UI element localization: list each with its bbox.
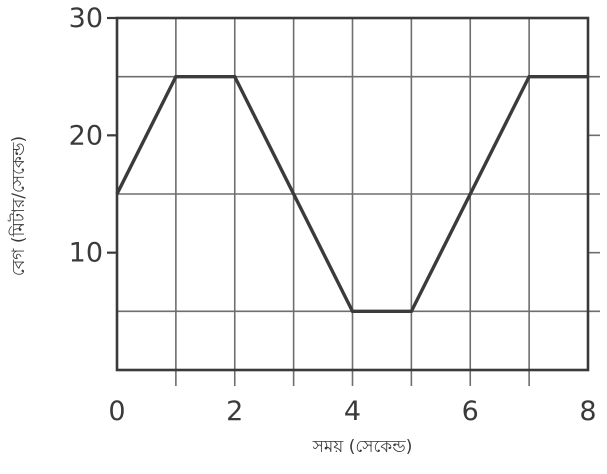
- x-tick-label-4: 4: [344, 396, 361, 427]
- axis-ticks: [107, 16, 117, 254]
- y-tick-label-20: 20: [69, 120, 103, 151]
- y-tick-label-30: 30: [69, 3, 103, 34]
- y-axis-label: বেগ (মিটার/সেকেন্ড): [8, 136, 29, 276]
- x-tick-label-2: 2: [226, 396, 243, 427]
- x-tick-label-0: 0: [108, 396, 125, 427]
- x-tick-label-8: 8: [579, 396, 596, 427]
- series-layer: [115, 74, 588, 314]
- tick-labels: 10 20 30 0 2 4 6 8: [69, 3, 597, 427]
- x-axis-label: সময় (সেকেন্ড): [312, 437, 413, 457]
- series-line-velocity: [115, 74, 588, 314]
- y-tick-label-10: 10: [69, 238, 103, 269]
- x-tick-label-6: 6: [462, 396, 479, 427]
- grid-lines: [117, 18, 600, 386]
